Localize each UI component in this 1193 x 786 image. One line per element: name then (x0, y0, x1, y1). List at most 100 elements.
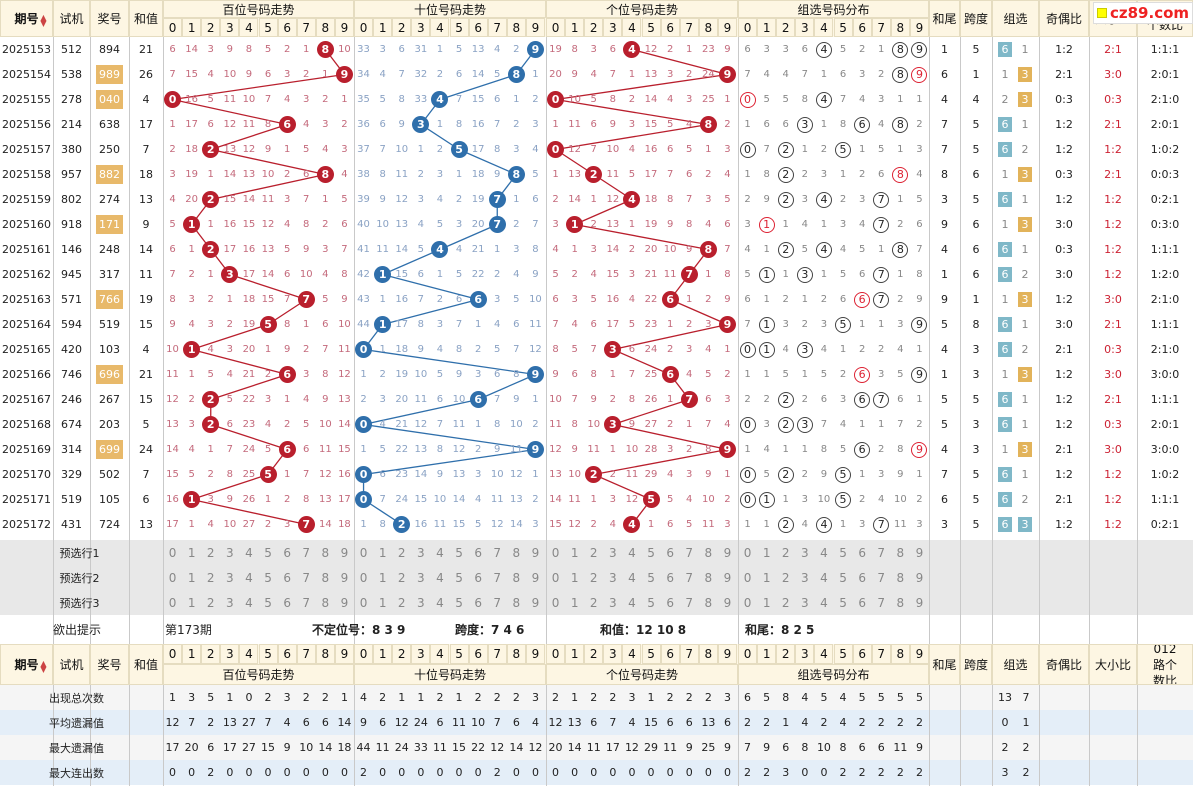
preselect-digit[interactable]: 1 (762, 545, 771, 560)
preselect-digit[interactable]: 1 (570, 545, 579, 560)
preselect-digit[interactable]: 1 (187, 595, 196, 610)
period-number[interactable]: 2025160 (2, 218, 51, 231)
preselect-digit[interactable]: 0 (551, 545, 560, 560)
preselect-digit[interactable]: 1 (187, 545, 196, 560)
period-number[interactable]: 2025159 (2, 193, 51, 206)
preselect-digit[interactable]: 9 (915, 570, 924, 585)
preselect-digit[interactable]: 6 (283, 595, 291, 610)
period-number[interactable]: 2025163 (2, 293, 51, 306)
preselect-digit[interactable]: 7 (302, 545, 311, 560)
preselect-digit[interactable]: 4 (820, 545, 828, 560)
preselect-digit[interactable]: 4 (820, 570, 828, 585)
preselect-digit[interactable]: 5 (839, 545, 847, 560)
preselect-digit[interactable]: 3 (801, 570, 809, 585)
preselect-digit[interactable]: 9 (915, 545, 924, 560)
preselect-digit[interactable]: 2 (589, 595, 598, 610)
preselect-digit[interactable]: 5 (839, 595, 847, 610)
preselect-digit[interactable]: 0 (168, 570, 177, 585)
preselect-digit[interactable]: 4 (245, 595, 253, 610)
site-logo[interactable]: cz89.com (1093, 2, 1193, 24)
preselect-digit[interactable]: 2 (589, 570, 598, 585)
period-number[interactable]: 2025153 (2, 43, 51, 56)
preselect-digit[interactable]: 5 (455, 545, 463, 560)
preselect-digit[interactable]: 7 (302, 595, 311, 610)
preselect-digit[interactable]: 8 (321, 545, 330, 560)
preselect-digit[interactable]: 5 (647, 595, 655, 610)
period-number[interactable]: 2025157 (2, 143, 51, 156)
preselect-digit[interactable]: 2 (206, 545, 215, 560)
preselect-digit[interactable]: 2 (397, 545, 406, 560)
preselect-digit[interactable]: 6 (666, 570, 674, 585)
preselect-digit[interactable]: 0 (359, 570, 368, 585)
preselect-digit[interactable]: 6 (666, 545, 674, 560)
preselect-digit[interactable]: 9 (915, 595, 924, 610)
preselect-digit[interactable]: 2 (206, 595, 215, 610)
preselect-digit[interactable]: 5 (455, 570, 463, 585)
preselect-digit[interactable]: 5 (264, 595, 272, 610)
preselect-digit[interactable]: 7 (493, 570, 502, 585)
preselect-digit[interactable]: 0 (743, 545, 752, 560)
preselect-digit[interactable]: 1 (378, 570, 387, 585)
preselect-digit[interactable]: 1 (570, 570, 579, 585)
preselect-digit[interactable]: 8 (896, 595, 905, 610)
period-number[interactable]: 2025166 (2, 368, 51, 381)
preselect-digit[interactable]: 9 (531, 595, 540, 610)
preselect-digit[interactable]: 9 (531, 545, 540, 560)
preselect-digit[interactable]: 8 (512, 545, 521, 560)
period-number[interactable]: 2025171 (2, 493, 51, 506)
preselect-digit[interactable]: 3 (226, 570, 234, 585)
preselect-digit[interactable]: 6 (474, 595, 482, 610)
preselect-digit[interactable]: 2 (397, 570, 406, 585)
preselect-digit[interactable]: 6 (666, 595, 674, 610)
preselect-digit[interactable]: 6 (858, 595, 866, 610)
preselect-digit[interactable]: 2 (397, 595, 406, 610)
preselect-digit[interactable]: 2 (781, 595, 790, 610)
period-number[interactable]: 2025169 (2, 443, 51, 456)
preselect-digit[interactable]: 5 (264, 570, 272, 585)
preselect-digit[interactable]: 9 (340, 570, 349, 585)
preselect-digit[interactable]: 1 (187, 570, 196, 585)
preselect-digit[interactable]: 7 (877, 545, 886, 560)
preselect-digit[interactable]: 4 (436, 570, 444, 585)
preselect-digit[interactable]: 6 (858, 570, 866, 585)
preselect-digit[interactable]: 0 (551, 595, 560, 610)
preselect-digit[interactable]: 6 (474, 570, 482, 585)
preselect-digit[interactable]: 9 (340, 595, 349, 610)
preselect-digit[interactable]: 7 (877, 570, 886, 585)
preselect-digit[interactable]: 9 (723, 595, 732, 610)
preselect-digit[interactable]: 0 (359, 545, 368, 560)
preselect-digit[interactable]: 7 (877, 595, 886, 610)
preselect-digit[interactable]: 7 (302, 570, 311, 585)
preselect-digit[interactable]: 8 (512, 570, 521, 585)
preselect-digit[interactable]: 6 (283, 545, 291, 560)
period-number[interactable]: 2025161 (2, 243, 51, 256)
preselect-digit[interactable]: 4 (820, 595, 828, 610)
preselect-digit[interactable]: 3 (801, 545, 809, 560)
preselect-digit[interactable]: 4 (245, 570, 253, 585)
preselect-digit[interactable]: 0 (168, 545, 177, 560)
preselect-digit[interactable]: 2 (781, 545, 790, 560)
preselect-digit[interactable]: 3 (609, 545, 617, 560)
preselect-digit[interactable]: 4 (628, 545, 636, 560)
preselect-digit[interactable]: 4 (628, 570, 636, 585)
preselect-digit[interactable]: 4 (436, 595, 444, 610)
preselect-digit[interactable]: 3 (801, 595, 809, 610)
preselect-digit[interactable]: 1 (378, 595, 387, 610)
preselect-digit[interactable]: 8 (896, 570, 905, 585)
preselect-digit[interactable]: 3 (609, 570, 617, 585)
preselect-digit[interactable]: 8 (704, 595, 713, 610)
preselect-digit[interactable]: 8 (704, 545, 713, 560)
preselect-digit[interactable]: 3 (417, 595, 425, 610)
period-number[interactable]: 2025165 (2, 343, 51, 356)
preselect-digit[interactable]: 2 (589, 545, 598, 560)
preselect-digit[interactable]: 7 (685, 595, 694, 610)
preselect-digit[interactable]: 9 (723, 570, 732, 585)
preselect-digit[interactable]: 1 (762, 570, 771, 585)
preselect-digit[interactable]: 0 (743, 570, 752, 585)
preselect-digit[interactable]: 3 (226, 545, 234, 560)
preselect-digit[interactable]: 8 (704, 570, 713, 585)
preselect-digit[interactable]: 1 (762, 595, 771, 610)
period-number[interactable]: 2025154 (2, 68, 51, 81)
preselect-digit[interactable]: 1 (378, 545, 387, 560)
preselect-digit[interactable]: 2 (781, 570, 790, 585)
